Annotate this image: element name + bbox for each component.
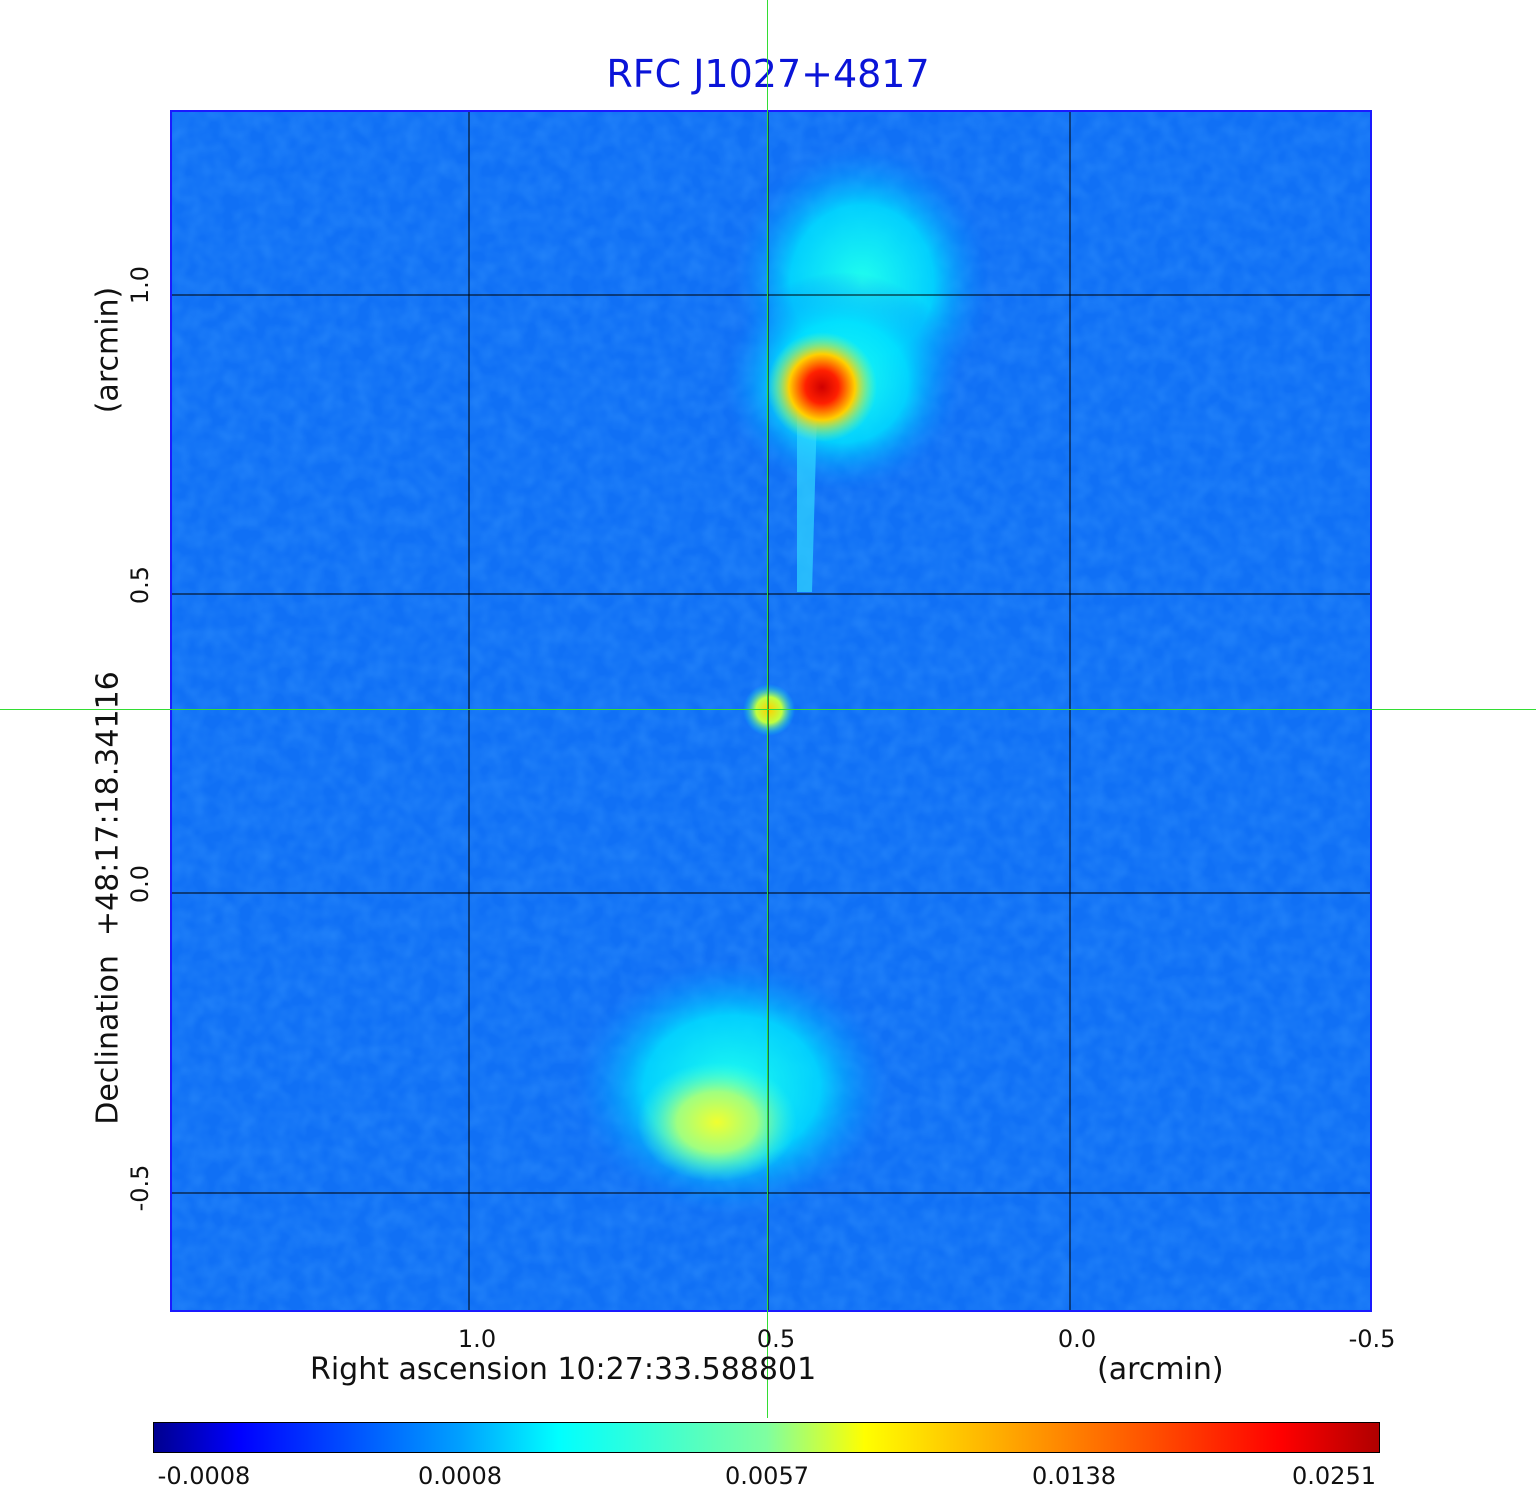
colorbar-tick-label: 0.0057	[725, 1462, 809, 1490]
north-hotspot	[767, 332, 877, 442]
south-hotspot	[637, 1062, 797, 1182]
y-axis-label: Declination +48:17:18.34116	[90, 671, 126, 1125]
core	[743, 684, 795, 736]
colorbar-tick-label: 0.0251	[1292, 1462, 1376, 1490]
x-tick-label: 0.0	[1057, 1325, 1097, 1353]
radio-image	[172, 112, 1370, 1310]
y-axis-unit: (arcmin)	[90, 286, 126, 414]
x-tick-label: 1.0	[457, 1325, 497, 1353]
colorbar-tick-label: 0.0008	[418, 1462, 502, 1490]
y-tick-label: 0.5	[126, 565, 154, 605]
colorbar-tick-label: -0.0008	[157, 1462, 251, 1490]
jet	[797, 412, 817, 592]
colorbar-tick-label: 0.0138	[1032, 1462, 1116, 1490]
x-tick-label: -0.5	[1348, 1325, 1396, 1353]
chart-title: RFC J1027+4817	[606, 52, 930, 96]
y-tick-label: 1.0	[126, 265, 154, 305]
colorbar	[153, 1422, 1380, 1453]
y-tick-label: 0.0	[126, 864, 154, 904]
image-plot-area	[170, 110, 1372, 1312]
grid-lines	[172, 112, 1370, 1310]
x-axis-label: Right ascension 10:27:33.588801	[310, 1352, 817, 1387]
x-axis-unit: (arcmin)	[1097, 1352, 1224, 1387]
y-tick-label: -0.5	[126, 1164, 154, 1212]
x-tick-label: 0.5	[756, 1325, 796, 1353]
crosshair-horizontal	[0, 709, 1536, 710]
